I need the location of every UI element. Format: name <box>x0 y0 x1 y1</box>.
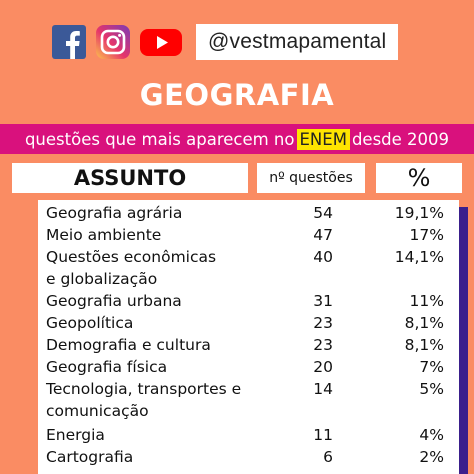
row-subject: Tecnologia, transportes e <box>46 380 242 398</box>
row-count: 14 <box>313 380 333 398</box>
banner-highlight: ENEM <box>296 128 350 150</box>
facebook-icon[interactable] <box>52 25 86 59</box>
data-table: Geografia agrária 54 19,1% Meio ambiente… <box>38 200 459 474</box>
row-subject: Geopolítica <box>46 314 134 332</box>
row-subject: Energia <box>46 426 105 444</box>
page-title: GEOGRAFIA <box>139 78 335 112</box>
row-percent: 11% <box>409 292 444 310</box>
youtube-icon[interactable] <box>140 25 182 59</box>
row-subject: Geografia urbana <box>46 292 182 310</box>
header-percent: % <box>376 163 462 193</box>
subtitle-banner: questões que mais aparecem no ENEM desde… <box>0 124 474 154</box>
row-subject: Geografia agrária <box>46 204 183 222</box>
row-count: 23 <box>313 314 333 332</box>
row-count: 20 <box>313 358 333 376</box>
social-handle[interactable]: @vestmapamental <box>196 24 399 60</box>
row-percent: 14,1% <box>394 248 444 266</box>
row-percent: 4% <box>419 426 444 444</box>
row-count: 6 <box>323 448 333 466</box>
row-subject: Meio ambiente <box>46 226 162 244</box>
row-subject: Geografia física <box>46 358 168 376</box>
row-subject: Questões econômicas <box>46 248 217 266</box>
row-percent: 8,1% <box>404 314 444 332</box>
header-subject: ASSUNTO <box>12 163 248 193</box>
banner-text-before: questões que mais aparecem no <box>24 129 295 149</box>
row-subject: Demografia e cultura <box>46 336 211 354</box>
instagram-icon[interactable] <box>96 25 130 59</box>
banner-text-after: desde 2009 <box>351 129 450 149</box>
row-count: 40 <box>313 248 333 266</box>
row-count: 47 <box>313 226 333 244</box>
row-percent: 2% <box>419 448 444 466</box>
social-bar: @vestmapamental <box>52 24 399 60</box>
row-subject-continuation: comunicação <box>46 402 149 420</box>
row-percent: 19,1% <box>394 204 444 222</box>
row-percent: 5% <box>419 380 444 398</box>
row-subject: Cartografia <box>46 448 134 466</box>
row-count: 31 <box>313 292 333 310</box>
row-percent: 8,1% <box>404 336 444 354</box>
row-percent: 7% <box>419 358 444 376</box>
header-count: nº questões <box>257 163 365 193</box>
row-count: 54 <box>313 204 333 222</box>
row-subject-continuation: e globalização <box>46 270 158 288</box>
row-percent: 17% <box>409 226 444 244</box>
row-count: 23 <box>313 336 333 354</box>
row-count: 11 <box>313 426 333 444</box>
